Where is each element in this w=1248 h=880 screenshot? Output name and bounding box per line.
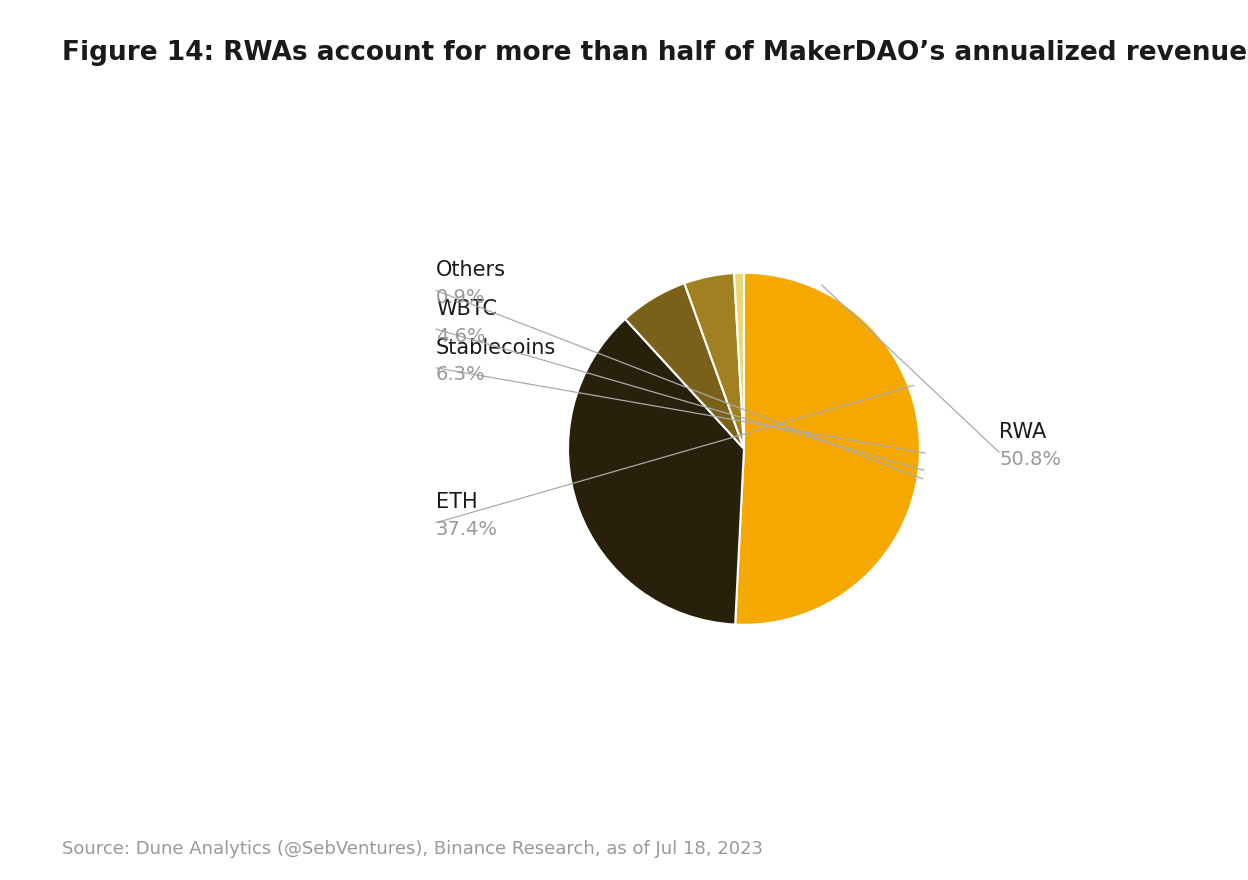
- Text: RWA: RWA: [1000, 422, 1047, 442]
- Text: 0.9%: 0.9%: [436, 288, 485, 307]
- Wedge shape: [568, 319, 744, 625]
- Text: 6.3%: 6.3%: [436, 365, 485, 385]
- Wedge shape: [684, 273, 744, 449]
- Text: 37.4%: 37.4%: [436, 520, 498, 539]
- Text: Figure 14: RWAs account for more than half of MakerDAO’s annualized revenue: Figure 14: RWAs account for more than ha…: [62, 40, 1248, 66]
- Text: ETH: ETH: [436, 493, 478, 512]
- Text: 4.6%: 4.6%: [436, 326, 485, 346]
- Wedge shape: [734, 273, 744, 449]
- Text: Stablecoins: Stablecoins: [436, 338, 557, 357]
- Wedge shape: [735, 273, 920, 625]
- Text: 50.8%: 50.8%: [1000, 450, 1061, 469]
- Text: WBTC: WBTC: [436, 299, 497, 319]
- Text: Source: Dune Analytics (@SebVentures), Binance Research, as of Jul 18, 2023: Source: Dune Analytics (@SebVentures), B…: [62, 840, 764, 858]
- Text: Others: Others: [436, 260, 505, 280]
- Wedge shape: [625, 283, 744, 449]
